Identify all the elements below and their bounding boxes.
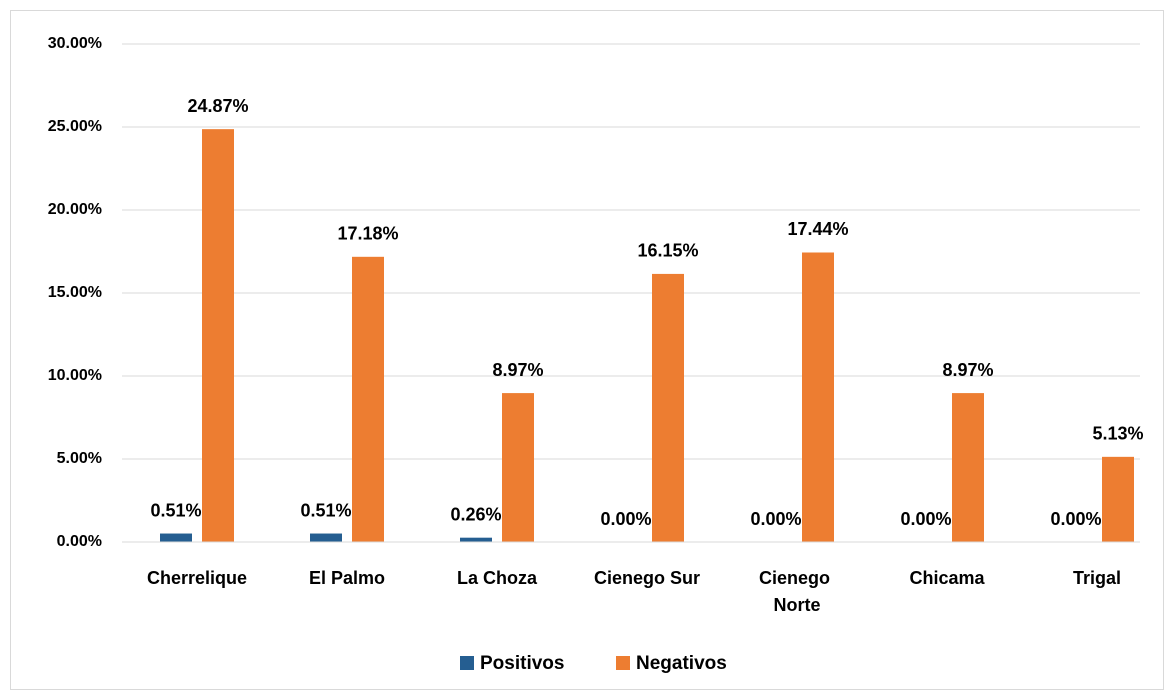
bar — [952, 393, 984, 542]
y-tick-label: 30.00% — [48, 35, 102, 52]
data-label: 8.97% — [942, 360, 993, 380]
x-tick-label-line: Norte — [773, 595, 820, 615]
y-tick-label: 15.00% — [48, 284, 102, 301]
x-tick-label-line: Cienego — [759, 568, 835, 588]
legend-label: Positivos — [480, 653, 564, 674]
data-label: 0.26% — [450, 504, 501, 524]
y-tick-label: 10.00% — [48, 367, 102, 384]
y-tick-label: 5.00% — [57, 450, 102, 467]
x-tick-label: Cherrelique — [147, 568, 247, 588]
x-tick-label: La Choza — [457, 568, 538, 588]
data-label: 16.15% — [637, 241, 698, 261]
data-label: 5.13% — [1092, 424, 1143, 444]
data-label: 0.00% — [600, 509, 651, 529]
bar — [352, 256, 384, 542]
y-tick-label: 25.00% — [48, 118, 102, 135]
bar — [310, 533, 342, 542]
y-tick-label: 20.00% — [48, 201, 102, 218]
x-tick-label: Trigal — [1073, 568, 1121, 588]
data-label: 0.00% — [900, 509, 951, 529]
data-label: 8.97% — [492, 360, 543, 380]
bar — [652, 273, 684, 542]
data-label: 0.51% — [300, 500, 351, 520]
bar — [202, 129, 234, 542]
y-tick-label: 0.00% — [57, 533, 102, 550]
legend-label: Negativos — [636, 653, 727, 674]
data-label: 17.18% — [337, 224, 398, 244]
data-label: 0.51% — [150, 500, 201, 520]
bar — [1102, 456, 1134, 542]
bar — [460, 537, 492, 542]
legend-swatch — [460, 656, 474, 670]
x-tick-label: Cienego Sur — [594, 568, 700, 588]
bar — [160, 533, 192, 542]
data-label: 17.44% — [787, 219, 848, 239]
x-tick-label: El Palmo — [309, 568, 385, 588]
data-label: 0.00% — [1050, 509, 1101, 529]
data-label: 24.87% — [187, 96, 248, 116]
x-tick-label: Chicama — [909, 568, 985, 588]
legend-swatch — [616, 656, 630, 670]
bar — [502, 393, 534, 542]
bar — [802, 252, 834, 542]
x-tick-label: Cienego Norte — [759, 568, 835, 615]
data-label: 0.00% — [750, 509, 801, 529]
